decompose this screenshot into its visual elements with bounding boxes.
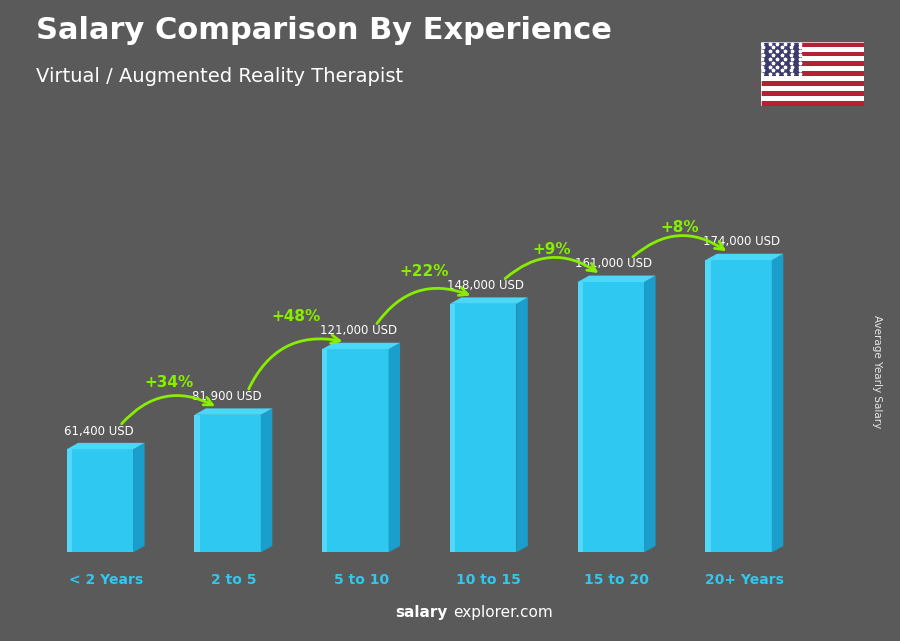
Text: +22%: +22% [400, 264, 449, 279]
Polygon shape [322, 343, 400, 349]
Polygon shape [194, 415, 261, 553]
Text: Virtual / Augmented Reality Therapist: Virtual / Augmented Reality Therapist [36, 67, 403, 87]
Text: 61,400 USD: 61,400 USD [64, 424, 134, 438]
Bar [760, 76, 864, 81]
Polygon shape [389, 343, 400, 553]
Bar [760, 71, 864, 76]
Text: 81,900 USD: 81,900 USD [192, 390, 262, 403]
Polygon shape [67, 449, 72, 553]
Polygon shape [133, 443, 145, 553]
Text: 20+ Years: 20+ Years [705, 573, 784, 587]
Bar [760, 51, 864, 56]
Polygon shape [194, 415, 200, 553]
Polygon shape [450, 297, 527, 304]
Bar [760, 56, 864, 62]
Polygon shape [194, 408, 273, 415]
Text: Salary Comparison By Experience: Salary Comparison By Experience [36, 16, 612, 45]
Polygon shape [322, 349, 328, 553]
Polygon shape [772, 254, 783, 553]
Text: Average Yearly Salary: Average Yearly Salary [872, 315, 883, 428]
Text: +48%: +48% [272, 310, 321, 324]
Text: 5 to 10: 5 to 10 [334, 573, 389, 587]
Polygon shape [450, 304, 517, 553]
Polygon shape [644, 276, 655, 553]
Text: +9%: +9% [533, 242, 572, 257]
Text: 15 to 20: 15 to 20 [584, 573, 649, 587]
Polygon shape [517, 297, 527, 553]
Bar [760, 42, 802, 76]
Polygon shape [67, 443, 145, 449]
Bar [760, 47, 864, 51]
Bar [760, 96, 864, 101]
Text: explorer.com: explorer.com [453, 606, 553, 620]
Bar [760, 86, 864, 91]
Text: 148,000 USD: 148,000 USD [447, 279, 525, 292]
Text: +34%: +34% [144, 375, 194, 390]
Polygon shape [261, 408, 273, 553]
Text: < 2 Years: < 2 Years [68, 573, 143, 587]
Bar [760, 42, 864, 47]
Text: 161,000 USD: 161,000 USD [575, 257, 652, 271]
Bar [760, 62, 864, 66]
Polygon shape [578, 282, 644, 553]
Text: salary: salary [395, 606, 447, 620]
Polygon shape [450, 304, 455, 553]
Text: 10 to 15: 10 to 15 [456, 573, 521, 587]
Polygon shape [706, 254, 783, 260]
Polygon shape [706, 260, 711, 553]
Bar [760, 66, 864, 71]
Text: 2 to 5: 2 to 5 [211, 573, 256, 587]
Polygon shape [67, 449, 133, 553]
Polygon shape [578, 276, 655, 282]
Polygon shape [322, 349, 389, 553]
Text: 121,000 USD: 121,000 USD [320, 324, 397, 338]
Polygon shape [578, 282, 583, 553]
Text: 174,000 USD: 174,000 USD [703, 235, 780, 249]
Bar [760, 101, 864, 106]
Bar [760, 81, 864, 86]
Bar [760, 91, 864, 96]
Polygon shape [706, 260, 772, 553]
Text: +8%: +8% [661, 221, 699, 235]
